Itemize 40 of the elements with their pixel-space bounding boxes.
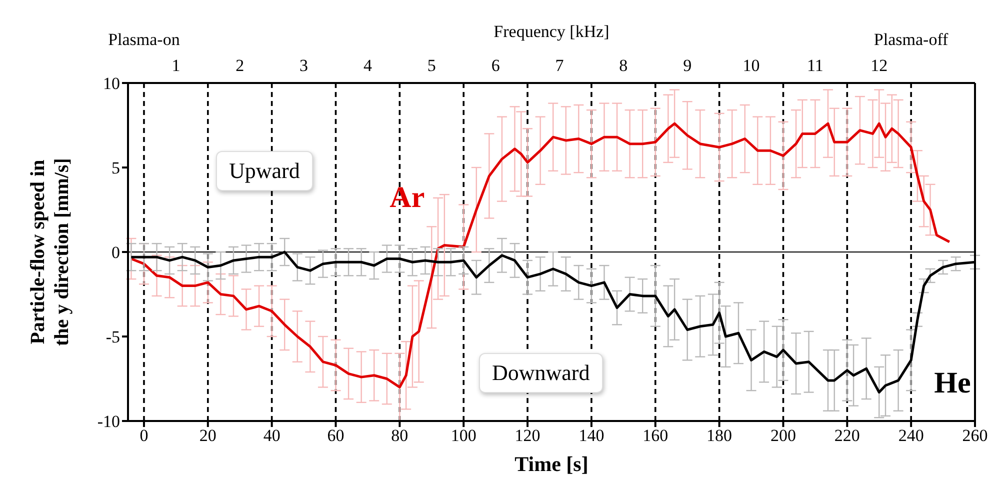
series-label: Ar <box>390 181 425 214</box>
y-axis-title: Particle-flow speed in the y direction [mm/s] <box>27 158 73 346</box>
x2-tick-label: 3 <box>298 56 310 76</box>
x-tick-label: 140 <box>578 426 604 446</box>
x2-tick-label: 4 <box>362 56 373 76</box>
x2-tick-label: 10 <box>742 56 761 76</box>
x2-tick-label: 9 <box>682 56 693 76</box>
y-tick-label: -10 <box>97 412 120 432</box>
x-tick-label: 40 <box>263 426 280 446</box>
x-tick-label: 220 <box>834 426 860 446</box>
x2-tick-label: 12 <box>870 56 889 76</box>
x-tick-label: 100 <box>450 426 476 446</box>
x2-tick-label: 1 <box>170 56 182 76</box>
y-tick-label: 10 <box>103 74 120 94</box>
annotation: Upward <box>216 151 313 191</box>
x-tick-label: 80 <box>391 426 408 446</box>
x2-axis-title: Frequency [kHz] <box>494 22 610 41</box>
x-tick-label: 160 <box>642 426 668 446</box>
x-tick-label: 120 <box>514 426 540 446</box>
x2-tick-label: 8 <box>618 56 629 76</box>
x2-tick-label: 11 <box>806 56 824 76</box>
x2-tick-label: 7 <box>554 56 565 76</box>
y-tick-label: -5 <box>106 328 120 347</box>
x-tick-label: 180 <box>706 426 732 446</box>
ref-line-label: Plasma-off <box>874 30 949 49</box>
x-tick-label: 60 <box>327 426 344 446</box>
ref-line-label: Plasma-on <box>108 30 180 49</box>
x-tick-label: 200 <box>770 426 796 446</box>
x2-tick-label: 6 <box>490 56 501 76</box>
x-axis-title: Time [s] <box>514 452 588 476</box>
x-tick-label: 240 <box>898 426 924 446</box>
x-tick-label: 0 <box>140 426 148 446</box>
y-tick-label: 5 <box>112 158 120 178</box>
series-label: He <box>934 366 971 400</box>
x2-tick-label: 5 <box>426 56 437 76</box>
x-tick-label: 20 <box>199 426 216 446</box>
x-tick-label: 260 <box>962 426 988 446</box>
annotation: Downward <box>479 353 603 393</box>
x2-tick-label: 2 <box>234 56 246 76</box>
y-tick-label: 0 <box>112 243 120 262</box>
